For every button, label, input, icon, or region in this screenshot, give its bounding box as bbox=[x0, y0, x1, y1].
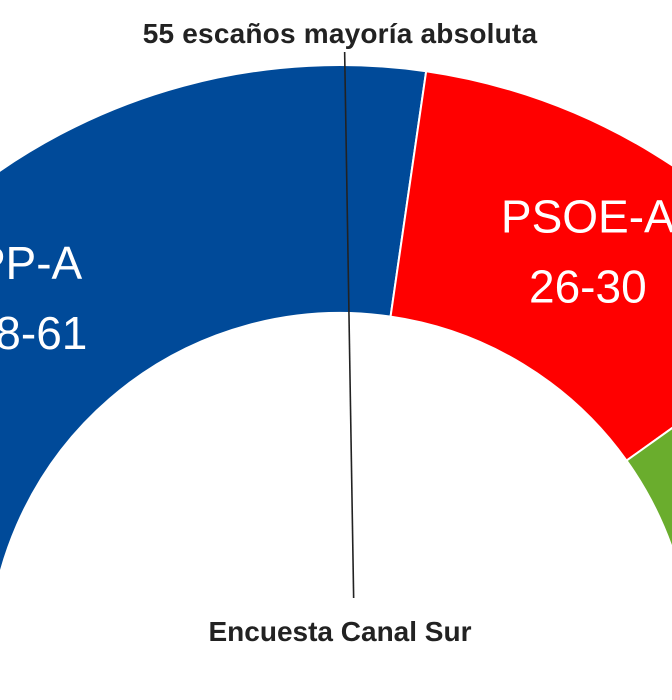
arc-slices bbox=[0, 64, 672, 579]
label-psoe-a-seats: 26-30 bbox=[529, 261, 647, 313]
majority-label: 55 escaños mayoría absoluta bbox=[142, 18, 538, 49]
party-labels: PP-A 58-61 PSOE-A 26-30 bbox=[0, 191, 672, 359]
label-pp-a-name: PP-A bbox=[0, 237, 83, 289]
majority-line bbox=[343, 51, 355, 599]
slice-psoe-a bbox=[389, 70, 672, 462]
label-pp-a-seats: 58-61 bbox=[0, 307, 87, 359]
slice-pp-a bbox=[0, 64, 428, 579]
label-psoe-a-name: PSOE-A bbox=[501, 191, 672, 243]
chart-subtitle: Encuesta Canal Sur bbox=[208, 616, 472, 647]
slice-series-3 bbox=[625, 426, 672, 552]
